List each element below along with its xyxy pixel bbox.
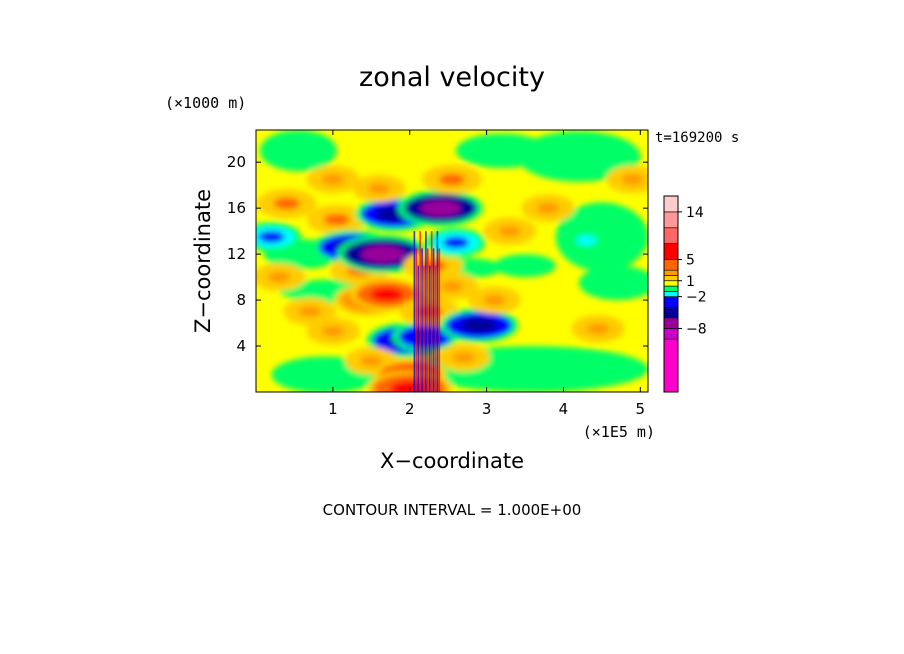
colorbar-tick-label: 1 [686,274,695,290]
background-zone [455,133,549,168]
colorbar-frame [663,195,679,393]
x-unit-label: (×1E5 m) [583,423,655,441]
wave-streak [425,231,427,392]
contour-interval-footer: CONTOUR INTERVAL = 1.000E+00 [323,501,582,519]
feature-core [452,352,475,363]
colorbar-segment [663,296,679,308]
feature-core [370,287,404,302]
background-zone [259,130,337,172]
wave-streak [436,231,439,392]
time-label: t=169200 s [655,130,739,146]
feature-core [439,173,465,186]
feature-core [536,202,560,214]
feature-core [483,294,506,306]
x-tick-label: 3 [482,400,492,418]
colorbar-segment [663,195,679,213]
y-tick-label: 4 [236,337,246,355]
background-zone [578,265,648,301]
y-tick-label: 16 [227,199,246,217]
y-tick-label: 20 [227,153,246,171]
y-unit-label: (×1000 m) [165,94,246,112]
wave-streak [427,248,429,392]
feature-core [258,230,285,243]
feature-core [298,306,322,317]
colorbar-segment [663,243,679,260]
wave-streak [432,248,435,392]
colorbar-segment [663,227,679,244]
x-tick-label: 1 [328,400,338,418]
wave-streak [415,248,418,392]
feature-core [420,200,461,217]
colorbar-segment [663,285,679,292]
wave-streak [428,265,431,392]
feature-core [273,197,300,210]
feature-core [576,235,597,246]
x-axis: 1 2 3 4 5 [328,130,645,418]
wave-streak [423,265,425,392]
y-tick-label: 8 [236,291,246,309]
wave-streak [438,248,441,392]
feature-core [323,213,350,226]
feature-core [621,174,644,185]
colorbar-segment [663,280,679,287]
colorbar-segment [663,306,679,319]
colorbar-tick-label: −8 [686,321,707,337]
wave-streak [421,248,423,392]
feature-core [498,225,521,237]
colorbar-segment [663,211,679,229]
x-tick-label: 5 [636,400,646,418]
feature-core [267,271,291,283]
wave-streak [413,231,416,392]
wave-streak [419,231,421,392]
wave-streak [434,265,437,392]
colorbar-tick-label: 14 [686,205,704,221]
feature-core [360,355,383,367]
background-zone [494,254,556,278]
colorbar: 14 5 1−2 −8 [663,195,707,393]
colorbar-segment [663,317,679,329]
y-axis-label: Z−coordinate [191,189,215,333]
x-tick-label: 2 [405,400,415,418]
colorbar-tick-label: 5 [686,253,695,269]
feature-core [440,280,464,292]
feature-core [442,236,469,249]
plot-frame [255,129,649,393]
wave-streak [430,231,433,392]
heatmap [256,130,648,392]
colorbar-segment [663,338,679,393]
colorbar-segment [663,291,679,297]
y-axis: 4 8 12 16 20 [227,153,648,355]
x-axis-label: X−coordinate [380,449,524,473]
feature-core [367,183,391,194]
colorbar-segment [663,328,679,340]
y-tick-label: 12 [227,245,246,263]
feature-core [321,174,345,185]
feature-core [460,317,498,333]
feature-core [361,245,405,263]
feature-core [586,323,610,335]
background-zone [517,131,641,182]
colorbar-segment [663,259,679,271]
colorbar-tick-label: −2 [686,290,707,306]
wave-streak [417,265,420,392]
feature-core [321,325,345,337]
x-tick-label: 4 [559,400,569,418]
colorbar-segment [663,269,679,276]
chart-title: zonal velocity [359,62,545,93]
colorbar-segment [663,275,679,282]
